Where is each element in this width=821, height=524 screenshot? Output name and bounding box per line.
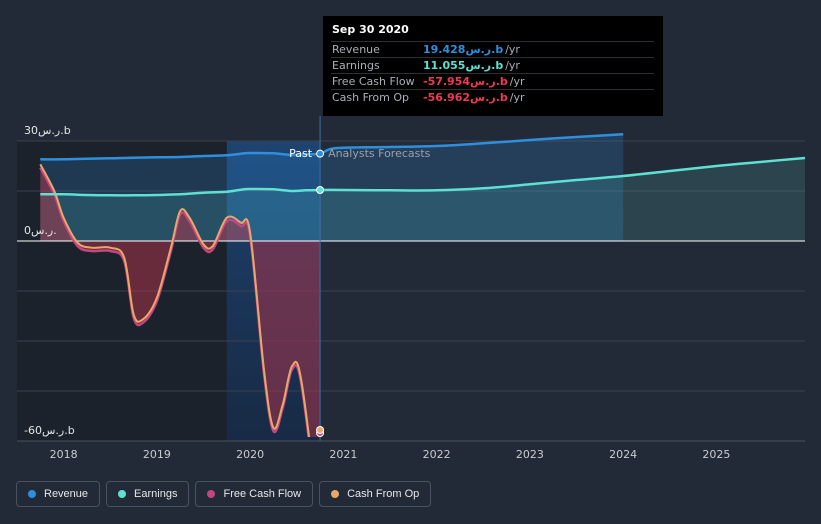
forecast-label: Analysts Forecasts: [328, 147, 431, 160]
legend-item-free-cash-flow[interactable]: Free Cash Flow: [195, 481, 314, 507]
legend-label: Revenue: [44, 488, 89, 500]
tooltip: Sep 30 2020 Revenue 19.428ر.س.b /yr Earn…: [323, 16, 663, 116]
x-tick-label: 2021: [329, 448, 357, 461]
free-cash-flow-area: [40, 167, 321, 437]
y-tick-label: 30ر.س.b: [24, 124, 71, 137]
cash-from-op-line: [39, 163, 311, 437]
tooltip-unit: /yr: [509, 91, 525, 104]
tooltip-value: 11.055ر.س.b: [423, 59, 504, 72]
x-tick-label: 2023: [516, 448, 544, 461]
earnings-line: [40, 156, 805, 197]
legend-label: Free Cash Flow: [223, 488, 302, 500]
tooltip-date: Sep 30 2020: [332, 23, 409, 36]
x-tick-label: 2025: [702, 448, 730, 461]
legend-item-revenue[interactable]: Revenue: [16, 481, 101, 507]
line-layer: [39, 133, 805, 437]
tooltip-name: Free Cash Flow: [332, 75, 415, 88]
legend-dot: [28, 490, 36, 498]
legend-label: Earnings: [134, 488, 178, 500]
y-tick-label: -60ر.س.b: [24, 424, 75, 437]
tooltip-value: -56.962ر.س.b: [423, 91, 508, 104]
tooltip-row-revenue: Revenue 19.428ر.س.b /yr: [331, 41, 654, 57]
legend-dot: [207, 490, 216, 498]
legend-dot: [331, 490, 340, 498]
tooltip-row-earnings: Earnings 11.055ر.س.b /yr: [331, 57, 654, 73]
legend-item-earnings[interactable]: Earnings: [106, 481, 190, 507]
tooltip-row-cash-from-op: Cash From Op -56.962ر.س.b /yr: [331, 89, 654, 105]
tooltip-unit: /yr: [505, 59, 520, 72]
x-tick-label: 2020: [236, 448, 264, 461]
cash-from-op-marker: [316, 426, 325, 434]
tooltip-value: -57.954ر.س.b: [423, 75, 508, 88]
legend-item-cash-from-op[interactable]: Cash From Op: [319, 481, 432, 507]
y-tick-label: 0ر.س.: [24, 224, 57, 237]
legend-dot: [118, 490, 127, 498]
tooltip-row-free-cash-flow: Free Cash Flow -57.954ر.س.b /yr: [331, 73, 654, 89]
x-tick-label: 2024: [609, 448, 637, 461]
x-tick-label: 2022: [423, 448, 451, 461]
tooltip-name: Earnings: [332, 59, 380, 72]
past-label: Past: [289, 147, 313, 160]
revenue-line: [40, 133, 624, 161]
x-tick-label: 2018: [50, 448, 78, 461]
tooltip-value: 19.428ر.س.b: [423, 43, 504, 56]
legend-label: Cash From Op: [347, 488, 420, 500]
tooltip-name: Cash From Op: [332, 91, 410, 104]
earnings-marker: [316, 186, 325, 194]
tooltip-unit: /yr: [505, 43, 520, 56]
revenue-marker: [316, 149, 325, 158]
tooltip-unit: /yr: [509, 75, 525, 88]
legend: Revenue Earnings Free Cash Flow Cash Fro…: [16, 481, 432, 507]
tooltip-name: Revenue: [332, 43, 380, 56]
x-tick-label: 2019: [143, 448, 171, 461]
